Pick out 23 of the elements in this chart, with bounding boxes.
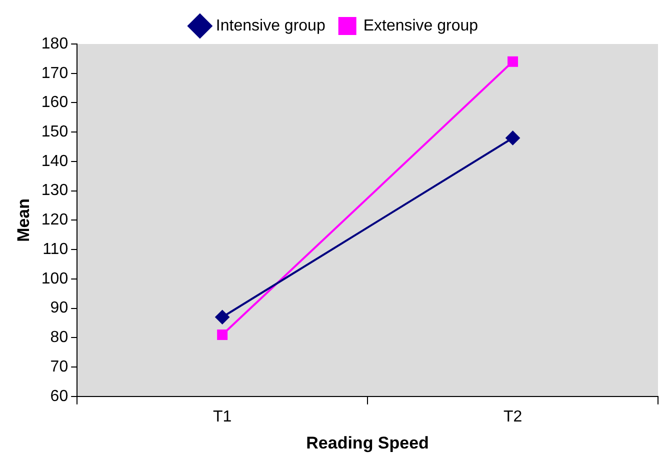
y-tick-label: 60 — [50, 388, 68, 405]
point — [217, 329, 228, 340]
y-tick-label: 70 — [50, 358, 68, 376]
y-tick-label: 180 — [41, 35, 68, 52]
y-tick-label: 170 — [41, 64, 68, 82]
y-axis-title: Mean — [14, 198, 33, 242]
y-tick-label: 130 — [41, 182, 68, 200]
y-tick-label: 110 — [42, 240, 68, 258]
y-tick-label: 150 — [41, 124, 68, 141]
point — [508, 56, 518, 67]
y-tick-label: 120 — [41, 212, 68, 229]
x-tick-label: T1 — [212, 408, 232, 426]
y-tick-label: 160 — [41, 94, 68, 112]
legend-label: Extensive group — [363, 17, 478, 34]
y-tick-label: 90 — [50, 300, 68, 317]
point — [215, 310, 230, 324]
y-tick-label: 140 — [41, 152, 68, 170]
y-tick-label: 100 — [41, 270, 68, 288]
y-tick-label: 80 — [50, 329, 68, 346]
legend-label: Intensive group — [216, 17, 326, 34]
point — [506, 130, 520, 145]
x-tick-label: T2 — [503, 408, 522, 426]
x-axis-title: Reading Speed — [306, 433, 429, 452]
